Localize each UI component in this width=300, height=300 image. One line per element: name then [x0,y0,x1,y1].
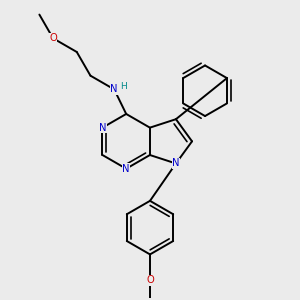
Text: H: H [120,82,127,91]
Text: N: N [122,164,130,174]
Text: N: N [172,158,180,169]
Text: C: C [39,14,40,15]
Text: N: N [99,123,106,133]
Text: O: O [146,275,154,285]
Text: N: N [110,84,118,94]
Text: O: O [49,33,57,43]
